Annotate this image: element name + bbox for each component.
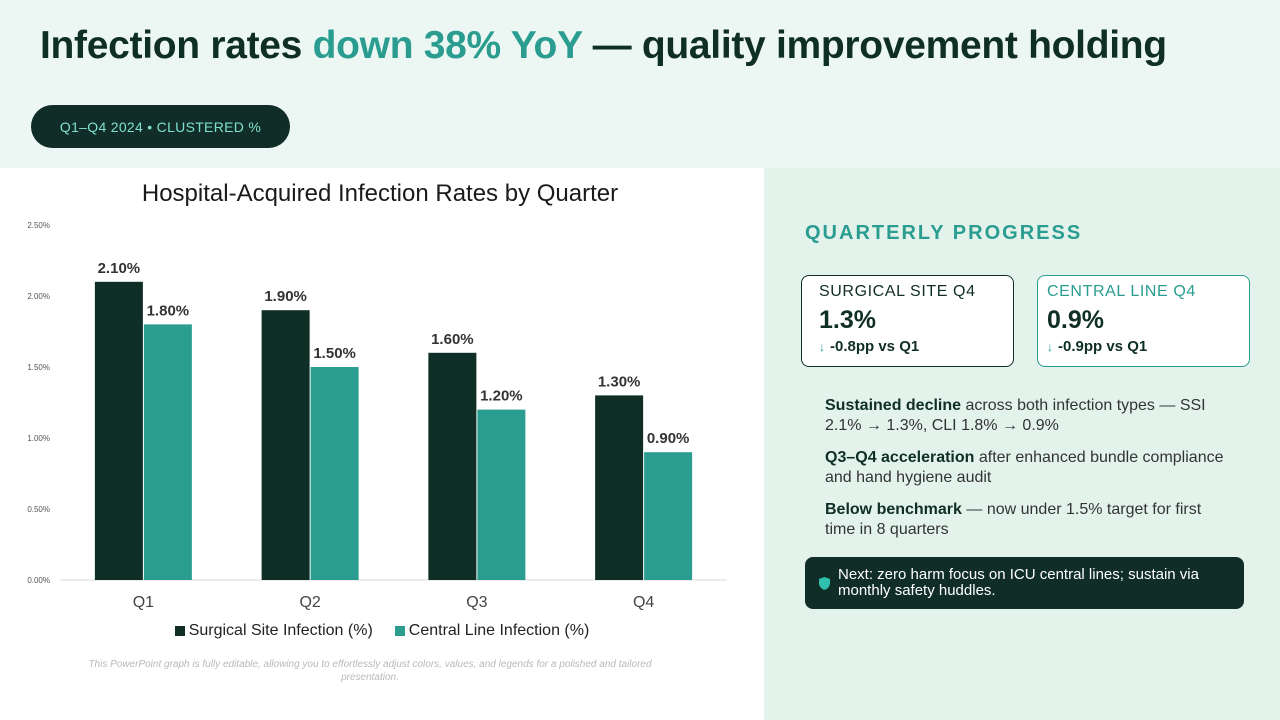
bar xyxy=(261,310,310,580)
insight-text: — now under 1.5% target for first time i… xyxy=(825,501,1202,538)
kpi-card-surgical-site: SURGICAL SITE Q4 1.3% ↓ -0.8pp vs Q1 xyxy=(801,275,1014,367)
insight-text: after enhanced bundle compliance and han… xyxy=(825,449,1224,486)
title-main: Infection rates xyxy=(40,24,313,67)
x-tick-label: Q1 xyxy=(133,594,154,611)
bar xyxy=(595,395,644,580)
insight-bold: Sustained decline xyxy=(825,397,962,414)
data-label: 1.90% xyxy=(264,288,307,305)
panel-heading: QUARTERLY PROGRESS xyxy=(805,222,1083,244)
arrow-down-icon: ↓ xyxy=(1047,339,1053,354)
kpi-delta: ↓ -0.8pp vs Q1 xyxy=(819,338,996,355)
chart-legend: Surgical Site Infection (%) Central Line… xyxy=(0,622,764,640)
chart-area: Hospital-Acquired Infection Rates by Qua… xyxy=(0,168,764,720)
insight-bold: Below benchmark xyxy=(825,501,962,518)
y-tick-label: 2.50% xyxy=(27,221,50,230)
bar xyxy=(644,452,693,580)
legend-swatch-cli xyxy=(394,626,405,636)
kpi-value: 0.9% xyxy=(1047,306,1104,334)
data-label: 1.50% xyxy=(313,345,356,362)
insight-list: Sustained decline across both infection … xyxy=(825,396,1235,552)
y-tick-label: 1.00% xyxy=(27,434,50,443)
data-label: 2.10% xyxy=(98,260,141,277)
data-label: 1.20% xyxy=(480,388,523,405)
data-label: 1.80% xyxy=(147,302,190,319)
next-step-callout: Next: zero harm focus on ICU central lin… xyxy=(805,557,1244,609)
arrow-down-icon: ↓ xyxy=(819,339,825,354)
insight-text: across both infection types — SSI 2.1% →… xyxy=(825,397,1206,434)
title-rest: — quality improvement holding xyxy=(582,24,1167,67)
kpi-card-central-line: CENTRAL LINE Q4 0.9% ↓ -0.9pp vs Q1 xyxy=(1037,275,1250,367)
data-label: 1.30% xyxy=(598,373,641,390)
y-tick-label: 2.00% xyxy=(27,292,50,301)
legend-item-cli: Central Line Infection (%) xyxy=(394,622,590,640)
x-tick-label: Q2 xyxy=(299,594,320,611)
insight-bold: Q3–Q4 acceleration xyxy=(825,449,975,466)
kpi-delta-text: -0.9pp vs Q1 xyxy=(1058,338,1148,355)
bar xyxy=(94,281,143,580)
chart-footnote: This PowerPoint graph is fully editable,… xyxy=(88,659,652,683)
y-tick-label: 0.50% xyxy=(27,505,50,514)
bar xyxy=(310,367,359,580)
kpi-value: 1.3% xyxy=(819,306,876,334)
title-accent: down 38% YoY xyxy=(312,24,583,67)
shield-icon xyxy=(819,576,830,590)
insight-item: Sustained decline across both infection … xyxy=(825,396,1235,436)
kpi-label: CENTRAL LINE Q4 xyxy=(1047,283,1196,300)
legend-label-ssi: Surgical Site Infection (%) xyxy=(188,622,373,639)
legend-swatch-ssi xyxy=(174,626,185,636)
bar xyxy=(477,409,526,580)
insight-item: Below benchmark — now under 1.5% target … xyxy=(825,500,1235,540)
chart-title: Hospital-Acquired Infection Rates by Qua… xyxy=(141,180,619,207)
callout-text: Next: zero harm focus on ICU central lin… xyxy=(838,566,1199,599)
kpi-delta-text: -0.8pp vs Q1 xyxy=(830,338,920,355)
progress-panel: QUARTERLY PROGRESS SURGICAL SITE Q4 1.3%… xyxy=(764,168,1280,720)
legend-label-cli: Central Line Infection (%) xyxy=(408,622,590,639)
x-tick-label: Q4 xyxy=(633,594,654,611)
bar-chart: 0.00% 0.50% 1.00% 1.50% 2.00% 2.50% 2.10% 1.80%… xyxy=(27,221,727,611)
data-label: 0.90% xyxy=(647,430,690,447)
kpi-label: SURGICAL SITE Q4 xyxy=(819,283,976,300)
header: Infection rates down 38% YoY — quality i… xyxy=(0,0,1280,168)
bar xyxy=(428,352,477,580)
legend-item-ssi: Surgical Site Infection (%) xyxy=(174,622,373,640)
period-badge: Q1–Q4 2024 • CLUSTERED % xyxy=(31,105,290,148)
page-title: Infection rates down 38% YoY — quality i… xyxy=(40,24,1167,68)
y-tick-label: 0.00% xyxy=(27,576,50,585)
data-label: 1.60% xyxy=(431,331,474,348)
insight-item: Q3–Q4 acceleration after enhanced bundle… xyxy=(825,448,1235,488)
bar xyxy=(143,324,192,580)
y-tick-label: 1.50% xyxy=(27,363,50,372)
x-tick-label: Q3 xyxy=(466,594,487,611)
kpi-delta: ↓ -0.9pp vs Q1 xyxy=(1047,338,1232,355)
